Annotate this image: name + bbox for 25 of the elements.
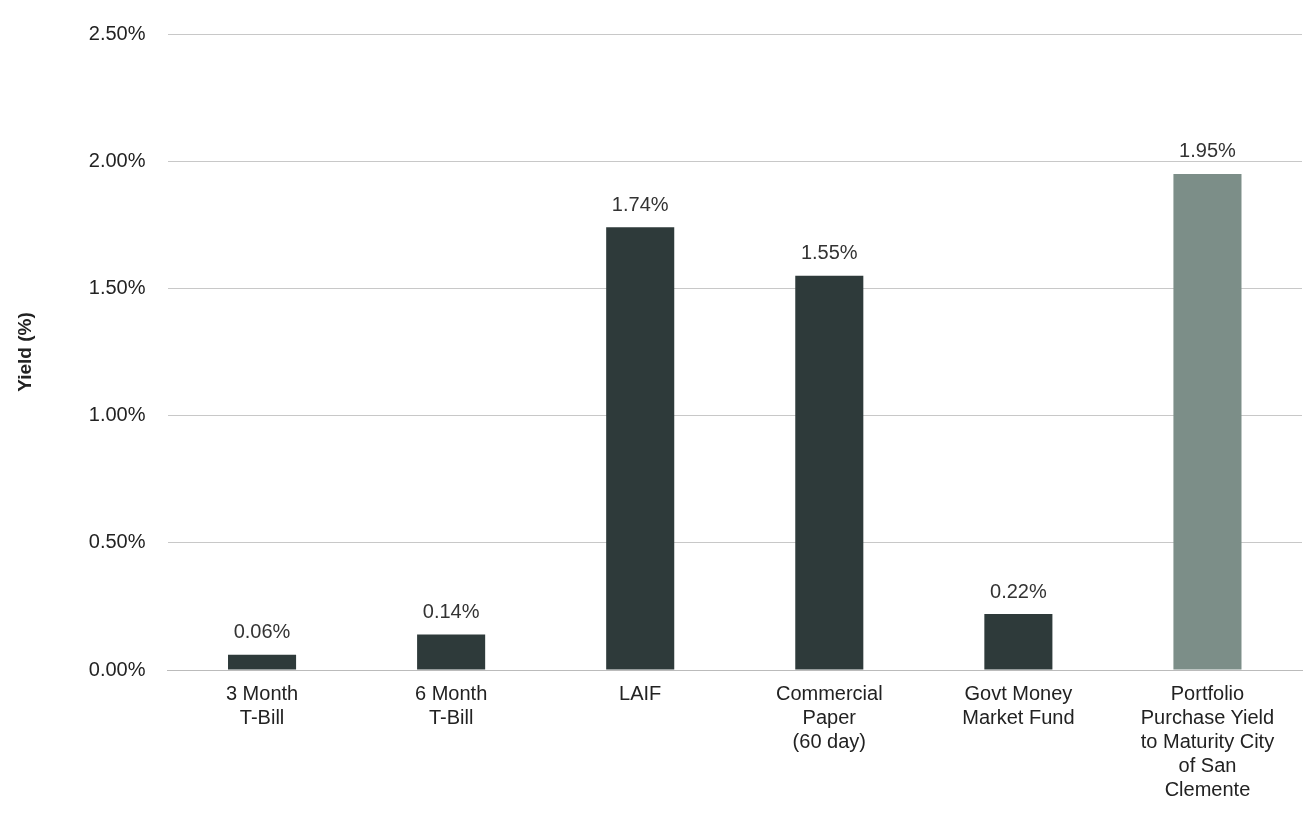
y-tick-label: 2.00% (88, 148, 146, 171)
bar (795, 275, 864, 670)
data-label: 0.06% (233, 620, 291, 643)
y-tick-label: 1.50% (88, 275, 146, 298)
x-tick-label: Commercial Paper (60 day) (775, 681, 883, 752)
x-tick-label: 6 Month T-Bill (415, 681, 488, 728)
bar (984, 614, 1053, 670)
bar (417, 634, 486, 670)
data-label: 1.74% (611, 192, 669, 215)
x-tick-label: 3 Month T-Bill (225, 681, 299, 728)
bar (606, 227, 675, 670)
data-label: 1.95% (1179, 139, 1237, 162)
data-label: 1.55% (800, 241, 858, 264)
bar (1173, 173, 1242, 670)
y-tick-label: 1.00% (88, 403, 146, 426)
x-tick-label: Portfolio Purchase Yield to Maturity City of San Clemente (1140, 681, 1275, 800)
y-tick-label: 0.00% (88, 657, 146, 680)
data-label: 0.14% (422, 599, 480, 622)
y-tick-label: 0.50% (88, 530, 146, 553)
bar (228, 654, 297, 670)
data-label: 0.22% (990, 579, 1047, 602)
x-tick-label: LAIF (619, 681, 662, 704)
x-tick-label: Govt Money Market Fund (962, 681, 1075, 728)
y-axis-title: Yield (%) (13, 312, 35, 392)
y-tick-label: 2.50% (88, 21, 146, 44)
